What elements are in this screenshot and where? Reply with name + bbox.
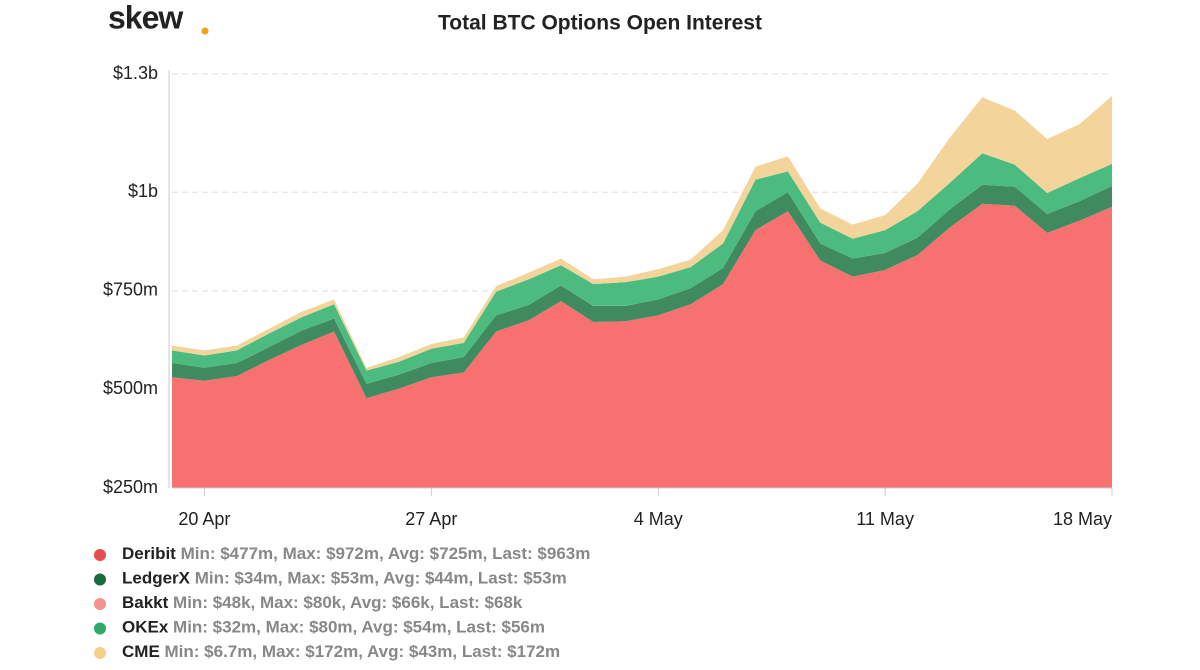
legend-dot bbox=[94, 598, 106, 610]
legend-entry: Deribit Min: $477m, Max: $972m, Avg: $72… bbox=[122, 544, 590, 563]
legend-summary: Min: $6.7m, Max: $172m, Avg: $43m, Last:… bbox=[165, 642, 561, 661]
logo-dot bbox=[201, 27, 209, 35]
legend-summary: Min: $477m, Max: $972m, Avg: $725m, Last… bbox=[181, 544, 591, 563]
area bbox=[172, 153, 1112, 384]
legend-entry: CME Min: $6.7m, Max: $172m, Avg: $43m, L… bbox=[122, 642, 560, 661]
legend-name: Deribit bbox=[122, 544, 176, 563]
legend-name: CME bbox=[122, 642, 160, 661]
legend-dot bbox=[94, 647, 106, 659]
x-tick-label: 4 May bbox=[634, 509, 683, 529]
chart-title: Total BTC Options Open Interest bbox=[438, 12, 762, 35]
area bbox=[172, 184, 1112, 399]
legend-name: OKEx bbox=[122, 618, 169, 637]
legend-dot bbox=[94, 549, 106, 561]
area bbox=[172, 203, 1112, 488]
legend-summary: Min: $34m, Max: $53m, Avg: $44m, Last: $… bbox=[195, 569, 567, 588]
y-tick-label: $750m bbox=[103, 280, 158, 300]
y-tick-label: $1b bbox=[128, 181, 158, 201]
x-tick-label: 11 May bbox=[856, 509, 914, 529]
legend-summary: Min: $32m, Max: $80m, Avg: $54m, Last: $… bbox=[173, 618, 545, 637]
x-tick-label: 27 Apr bbox=[405, 509, 457, 529]
legend-dot bbox=[94, 622, 106, 635]
legend-name: Bakkt bbox=[122, 593, 169, 612]
x-tick-label: 20 Apr bbox=[178, 509, 230, 529]
y-tick-label: $500m bbox=[103, 378, 158, 398]
legend-dot bbox=[94, 573, 106, 586]
legend-entry: Bakkt Min: $48k, Max: $80k, Avg: $66k, L… bbox=[122, 593, 523, 612]
area bbox=[172, 96, 1112, 371]
x-tick-label: 18 May bbox=[1053, 509, 1112, 529]
legend-summary: Min: $48k, Max: $80k, Avg: $66k, Last: $… bbox=[173, 593, 523, 612]
y-tick-label: $250m bbox=[103, 477, 158, 497]
legend-entry: OKEx Min: $32m, Max: $80m, Avg: $54m, La… bbox=[122, 618, 545, 637]
legend-entry: LedgerX Min: $34m, Max: $53m, Avg: $44m,… bbox=[122, 569, 567, 588]
logo: skew bbox=[108, 0, 183, 35]
y-tick-label: $1.3b bbox=[113, 63, 158, 83]
legend-name: LedgerX bbox=[122, 569, 191, 588]
